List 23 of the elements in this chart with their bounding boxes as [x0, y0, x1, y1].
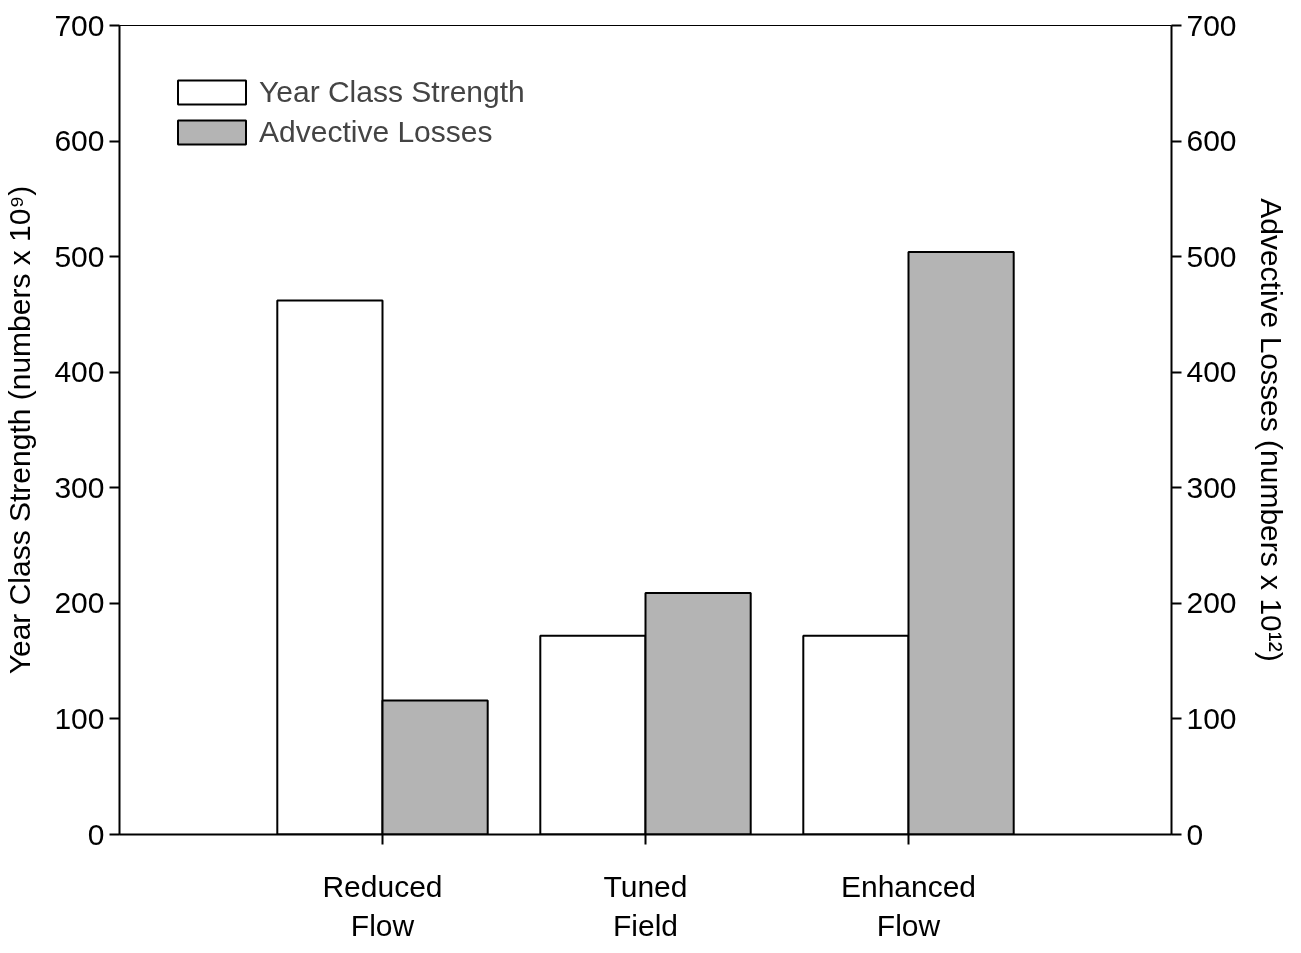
y-tick-label: 700: [54, 8, 105, 42]
legend-label: Year Class Strength: [259, 75, 525, 109]
y2-axis-title: Advective Losses (numbers x 10¹²): [1254, 198, 1288, 662]
y2-tick-label: 700: [1186, 8, 1237, 42]
x-tick-label: Reduced Flow: [322, 869, 443, 943]
y-tick-label: 200: [54, 586, 105, 620]
y2-tick-label: 600: [1186, 124, 1237, 158]
y2-tick-label: 300: [1186, 470, 1237, 504]
y2-tick-label: 400: [1186, 355, 1237, 389]
y-tick-label: 300: [54, 470, 105, 504]
y2-tick-label: 0: [1186, 817, 1204, 851]
x-tick-label: Enhanced Flow: [840, 869, 977, 943]
y-axis-title: Year Class Strength (numbers x 10⁹): [3, 185, 37, 675]
x-tick-label: Tuned Field: [603, 869, 688, 943]
y-tick-label: 600: [54, 124, 105, 158]
y2-tick-label: 100: [1186, 701, 1237, 735]
y2-tick-label: 200: [1186, 586, 1237, 620]
y-tick-label: 0: [87, 817, 105, 851]
y2-tick-label: 500: [1186, 239, 1237, 273]
legend-label: Advective Losses: [259, 115, 493, 149]
y-tick-label: 100: [54, 701, 105, 735]
y-tick-label: 500: [54, 239, 105, 273]
y-tick-label: 400: [54, 355, 105, 389]
